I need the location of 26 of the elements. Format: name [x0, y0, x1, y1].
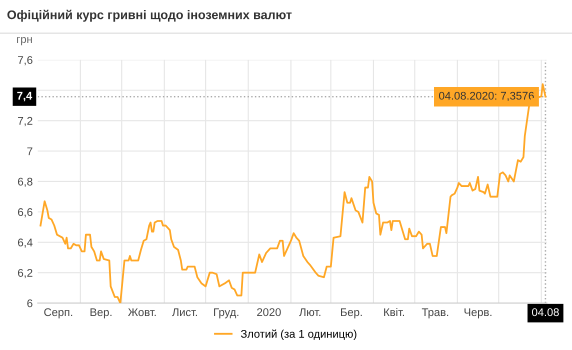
x-tick-label: Квіт. — [384, 308, 404, 316]
x-tick-label: Груд. — [214, 308, 238, 318]
y-tick-label: 7,2 — [18, 116, 32, 126]
x-tick-label: Жовт. — [128, 308, 156, 316]
y-tick-label: 7,6 — [18, 56, 32, 66]
annotation: 04.08.2020: 7,3576 — [439, 92, 534, 101]
legend-label: Злотий (за 1 одиницю) — [240, 329, 356, 340]
y-axis-title: грн — [17, 36, 32, 46]
line-series — [40, 83, 546, 304]
chart-title: Офіційний курс гривні щодо іноземних валют — [7, 10, 292, 22]
x-tick-label: 04.08 — [532, 308, 559, 316]
x-tick-label: Трав. — [422, 308, 448, 318]
x-tick-label: Лист. — [172, 308, 197, 316]
y-tick-label: 7 — [27, 147, 32, 156]
x-tick-label: Вер. — [90, 308, 112, 318]
y-tick-label: 6 — [27, 299, 32, 308]
y-tick-label: 6,4 — [18, 238, 33, 248]
y-tick-label: 6,2 — [18, 268, 32, 278]
ref-line-label: 7,4 — [17, 92, 32, 102]
x-tick-label: Серп. — [44, 308, 72, 318]
x-tick-label: Лют. — [299, 308, 320, 316]
x-tick-label: Бер. — [341, 308, 362, 318]
y-tick-label: 6,8 — [18, 178, 32, 187]
x-tick-label: 2020 — [257, 308, 281, 316]
x-tick-label: Черв. — [464, 308, 492, 318]
y-tick-label: 6,6 — [18, 208, 32, 218]
